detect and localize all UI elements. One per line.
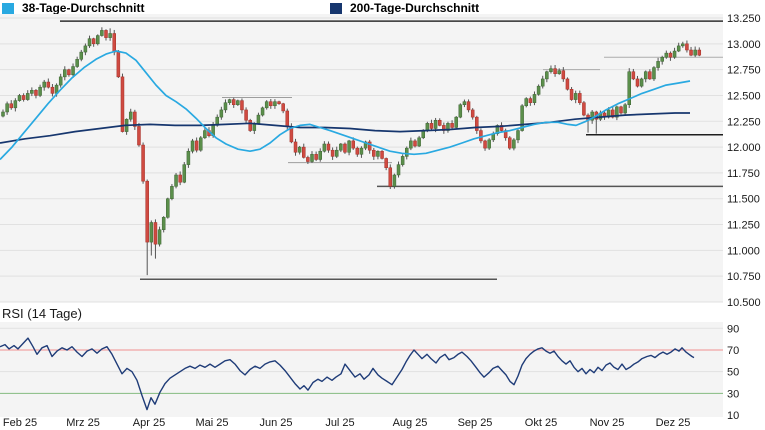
price-gridlines xyxy=(0,17,723,303)
month-label: Dez 25 xyxy=(656,417,691,429)
support-resistance-lines xyxy=(60,20,723,281)
svg-text:12.750: 12.750 xyxy=(727,65,761,77)
svg-text:11.500: 11.500 xyxy=(727,194,760,206)
svg-text:30: 30 xyxy=(727,388,739,400)
legend-item-ma200: 200-Tage-Durchschnitt xyxy=(330,1,479,15)
svg-text:13.250: 13.250 xyxy=(727,13,761,25)
svg-text:10.750: 10.750 xyxy=(727,271,761,283)
svg-text:12.250: 12.250 xyxy=(727,116,761,128)
ma38-legend-label: 38-Tage-Durchschnitt xyxy=(22,1,145,15)
svg-text:11.250: 11.250 xyxy=(727,220,760,232)
rsi-line xyxy=(0,337,695,411)
ma38-legend-swatch xyxy=(2,2,14,14)
price-axis-labels: 13.250 13.000 12.750 12.500 12.250 12.000 11.7… xyxy=(727,13,761,309)
month-label: Aug 25 xyxy=(393,417,428,429)
ma200-line xyxy=(0,112,690,144)
svg-text:13.000: 13.000 xyxy=(727,39,761,51)
month-label: Feb 25 xyxy=(3,417,37,429)
svg-text:50: 50 xyxy=(727,367,739,379)
ma200-legend-swatch xyxy=(330,2,342,14)
time-axis-labels: Feb 25 Mrz 25 Apr 25 Mai 25 Jun 25 Jul 25 Aug … xyxy=(3,417,691,429)
svg-text:10: 10 xyxy=(727,410,739,422)
month-label: Apr 25 xyxy=(133,417,165,429)
month-label: Nov 25 xyxy=(590,417,625,429)
month-label: Sep 25 xyxy=(458,417,493,429)
svg-text:11.750: 11.750 xyxy=(727,168,760,180)
rsi-axis-labels: 90 70 50 30 10 xyxy=(727,323,739,422)
rsi-panel[interactable]: 90 70 50 30 10 xyxy=(0,322,739,422)
svg-text:70: 70 xyxy=(727,345,739,357)
month-label: Mrz 25 xyxy=(66,417,100,429)
chart-legend: 38-Tage-Durchschnitt 200-Tage-Durchschni… xyxy=(0,0,765,15)
rsi-panel-title: RSI (14 Tage) xyxy=(2,306,82,321)
ma200-legend-label: 200-Tage-Durchschnitt xyxy=(350,1,480,15)
legend-item-ma38: 38-Tage-Durchschnitt xyxy=(2,1,144,15)
month-label: Mai 25 xyxy=(195,417,228,429)
svg-text:90: 90 xyxy=(727,323,739,335)
svg-text:12.000: 12.000 xyxy=(727,142,761,154)
svg-text:11.000: 11.000 xyxy=(727,245,760,257)
svg-text:10.500: 10.500 xyxy=(727,297,761,309)
month-label: Okt 25 xyxy=(525,417,557,429)
ma38-line xyxy=(0,50,691,161)
month-label: Jun 25 xyxy=(259,417,292,429)
main-price-panel[interactable]: 13.250 13.000 12.750 12.500 12.250 12.000 11.7… xyxy=(0,13,761,309)
svg-text:12.500: 12.500 xyxy=(727,90,761,102)
month-label: Jul 25 xyxy=(325,417,354,429)
